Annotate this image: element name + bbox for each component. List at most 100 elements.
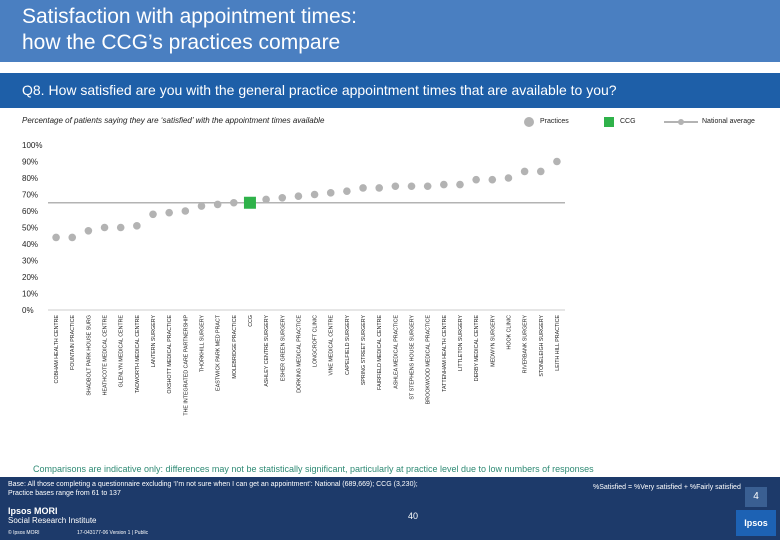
- y-tick-label: 60%: [22, 207, 38, 216]
- category-label: MEDWYN SURGERY: [490, 315, 496, 367]
- category-label: ST STEPHENS HOUSE SURGERY: [410, 315, 416, 400]
- category-label: HEATHCOTE MEDICAL CENTRE: [103, 315, 109, 396]
- category-label: THE INTEGRATED CARE PARTNERSHIP: [183, 315, 189, 416]
- category-label: THORKHILL SURGERY: [199, 315, 205, 373]
- y-tick-label: 50%: [22, 224, 38, 233]
- footer-band: [0, 477, 780, 540]
- y-tick-label: 100%: [22, 141, 42, 150]
- ccg-marker-icon: [604, 117, 614, 127]
- section-badge: 4: [745, 487, 767, 507]
- base-text: Base: All those completing a questionnai…: [8, 481, 418, 488]
- practice-point: [536, 167, 545, 176]
- category-label: OXSHOTT MEDICAL PRACTICE: [167, 315, 173, 394]
- practice-point: [504, 174, 513, 182]
- category-label: LEITH HILL PRACTICE: [555, 315, 561, 371]
- practice-point: [213, 200, 222, 209]
- category-label: FOUNTAIN PRACTICE: [70, 315, 76, 370]
- practice-point: [294, 192, 303, 200]
- practice-point: [391, 182, 400, 191]
- practice-point: [456, 180, 464, 189]
- category-label: LONGCROFT CLINIC: [313, 315, 319, 367]
- y-tick-label: 80%: [22, 174, 38, 183]
- category-label: DORKING MEDICAL PRACTICE: [296, 315, 302, 393]
- practice-point: [553, 157, 561, 166]
- job-reference: 17-043177-06 Version 1 | Public: [77, 530, 149, 536]
- category-label: CCG: [248, 315, 254, 327]
- y-tick-label: 70%: [22, 191, 38, 200]
- question-band: Q8. How satisfied are you with the gener…: [0, 73, 780, 108]
- category-label: RIVERBANK SURGERY: [523, 315, 529, 374]
- range-text: Practice bases range from 61 to 137: [8, 490, 121, 497]
- category-label: SHADBOLT PARK HOUSE SURG: [86, 315, 92, 396]
- ipsos-mori-logo: Ipsos MORI Social Research Institute: [8, 506, 97, 526]
- page-title: Satisfaction with appointment times: how…: [22, 5, 357, 54]
- chart-title: Percentage of patients saying they are ‘…: [22, 116, 325, 125]
- question-text: Q8. How satisfied are you with the gener…: [22, 82, 617, 98]
- category-label: DERBY MEDICAL CENTRE: [474, 315, 480, 382]
- practice-point: [116, 223, 125, 232]
- category-label: GLENLYN MEDICAL CENTRE: [119, 315, 125, 388]
- practice-marker-icon: [524, 117, 534, 127]
- practice-point: [100, 223, 109, 232]
- copyright: © Ipsos MORI: [8, 530, 40, 536]
- category-label: BROOKWOOD MEDICAL PRACTICE: [426, 315, 432, 405]
- ccg-point: [243, 196, 256, 209]
- category-label: STONELEIGH SURGERY: [539, 315, 545, 377]
- practice-point: [181, 207, 190, 215]
- base-note: Base: All those completing a questionnai…: [8, 480, 508, 498]
- header-band: Satisfaction with appointment times: how…: [0, 0, 780, 62]
- category-label: ESHER GREEN SURGERY: [280, 315, 286, 382]
- practice-point: [359, 184, 367, 192]
- category-label: VINE MEDICAL CENTRE: [329, 315, 335, 376]
- practice-point: [68, 233, 77, 242]
- practice-point: [197, 202, 206, 210]
- y-tick-label: 20%: [22, 273, 38, 282]
- y-tick-label: 90%: [22, 158, 38, 167]
- practice-point: [310, 190, 319, 199]
- y-tick-label: 0%: [22, 306, 34, 315]
- practice-point: [343, 187, 351, 195]
- practice-point: [262, 195, 270, 204]
- practice-point: [133, 222, 141, 230]
- practice-point: [165, 208, 173, 217]
- practice-point: [326, 189, 335, 197]
- practice-point: [407, 182, 416, 191]
- category-label: LANTERN SURGERY: [151, 315, 157, 368]
- logo-line-1: Ipsos MORI: [8, 506, 58, 516]
- category-label: ASHLEY CENTRE SURGERY: [264, 315, 270, 387]
- logo-line-2: Social Research Institute: [8, 516, 97, 525]
- legend-ccg-label: CCG: [620, 118, 636, 125]
- practice-point: [520, 167, 529, 176]
- y-tick-label: 10%: [22, 290, 38, 299]
- category-label: SPRING STREET SURGERY: [361, 315, 367, 386]
- ipsos-logo: Ipsos: [736, 510, 776, 536]
- practice-point: [229, 198, 238, 207]
- scale-note: %Satisfied = %Very satisfied + %Fairly s…: [593, 484, 741, 491]
- comparison-note: Comparisons are indicative only: differe…: [33, 464, 594, 474]
- category-label: FAIRFIELD MEDICAL CENTRE: [377, 315, 383, 390]
- practice-point: [52, 233, 60, 242]
- page-number: 40: [408, 511, 419, 521]
- legend-practices-label: Practices: [540, 118, 569, 125]
- practice-point: [84, 227, 93, 235]
- y-tick-label: 40%: [22, 240, 38, 249]
- practice-point: [488, 175, 497, 184]
- category-label: CAPELFIELD SURGERY: [345, 315, 351, 375]
- satisfaction-chart: 100% 90% 80% 70% 60% 50% 40% 30% 20% 10% 0% COBHAM …: [22, 141, 565, 416]
- category-label: TADWORTH MEDICAL CENTRE: [135, 315, 141, 394]
- national-average-line-icon: [664, 119, 698, 125]
- practice-point: [375, 184, 384, 192]
- category-label: EASTWICK PARK MED PRACT: [216, 314, 222, 391]
- practice-point: [472, 175, 480, 184]
- practice-point: [423, 182, 432, 191]
- practice-point: [440, 180, 448, 189]
- category-label: TATTENHAM HEALTH CENTRE: [442, 315, 448, 392]
- y-tick-label: 30%: [22, 257, 38, 266]
- legend-national-label: National average: [702, 118, 755, 125]
- category-label: ASHLEA MEDICAL PRACTICE: [393, 315, 399, 389]
- category-label: LITTLETON SURGERY: [458, 315, 464, 371]
- category-label: COBHAM HEALTH CENTRE: [54, 315, 60, 384]
- category-label: HOOK CLINIC: [506, 315, 512, 350]
- practice-point: [149, 210, 157, 219]
- category-label: MOLEBRIDGE PRACTICE: [232, 315, 238, 379]
